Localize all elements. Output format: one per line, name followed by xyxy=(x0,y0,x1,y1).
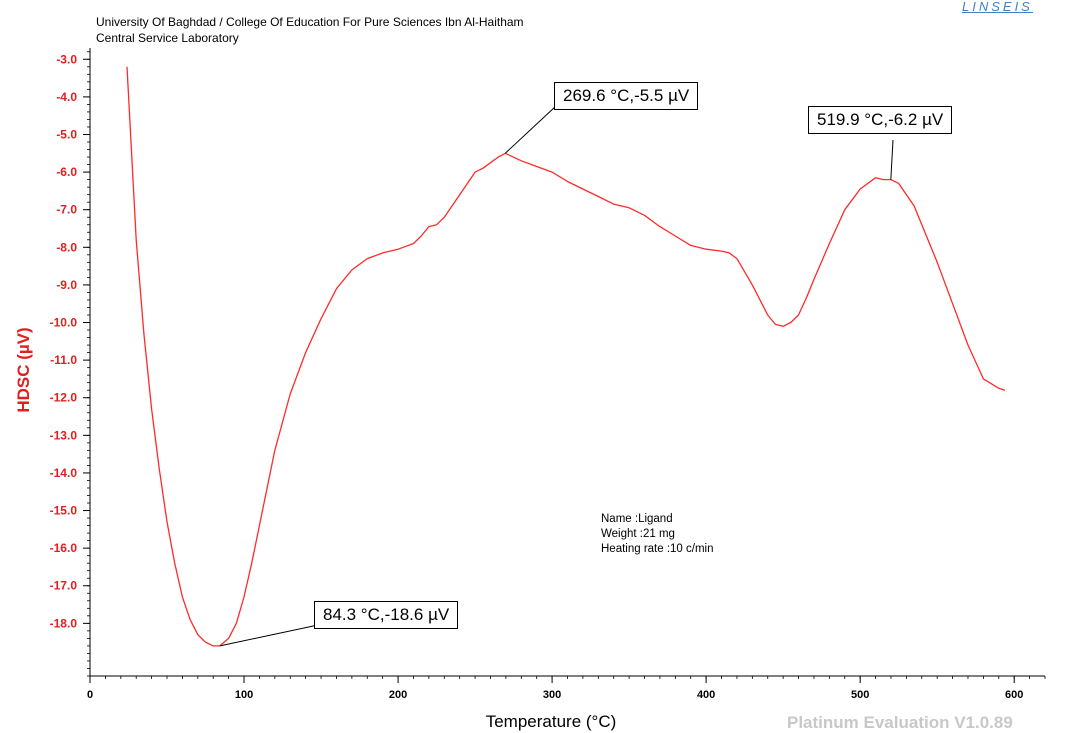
annotation-peak-1[interactable]: 269.6 °C,-5.5 µV xyxy=(554,82,699,110)
plot-area: -3.0 -4.0 -5.0 -6.0 -7.0 -8.0 -9.0 -10.0 -11.0 -1… xyxy=(14,48,1046,731)
software-version: Platinum Evaluation V1.0.89 xyxy=(787,713,1013,732)
y-tick-label: -16.0 xyxy=(50,541,78,555)
leader-line-minimum xyxy=(219,624,319,647)
heating-rate: Heating rate :10 c/min xyxy=(601,543,714,555)
x-tick-label: 0 xyxy=(87,689,93,701)
y-tick-label: -12.0 xyxy=(50,391,78,405)
leader-line-peak-2 xyxy=(890,139,894,180)
y-tick-label: -14.0 xyxy=(50,466,78,480)
y-tick-label: -4.0 xyxy=(56,90,77,104)
y-tick-label: -5.0 xyxy=(56,127,77,141)
y-tick-label: -15.0 xyxy=(50,504,78,518)
dsc-curve xyxy=(126,66,1006,647)
linseis-logo: LINSEIS xyxy=(962,0,1033,14)
y-tick-label: -10.0 xyxy=(50,316,78,330)
x-tick-label: 200 xyxy=(389,689,407,701)
y-tick-label: -7.0 xyxy=(56,203,77,217)
y-tick-label: -11.0 xyxy=(50,353,77,367)
sample-name: Name :Ligand xyxy=(601,513,673,525)
x-axis-label: Temperature (°C) xyxy=(486,712,617,731)
sample-weight: Weight :21 mg xyxy=(601,528,675,540)
y-tick-label: -13.0 xyxy=(50,428,78,442)
x-tick-label: 300 xyxy=(543,689,561,701)
y-axis-label: HDSC (µV) xyxy=(14,327,33,412)
y-tick-label: -8.0 xyxy=(56,240,77,254)
x-tick-label: 400 xyxy=(697,689,715,701)
y-tick-label: -18.0 xyxy=(50,616,78,630)
x-tick-label: 600 xyxy=(1005,689,1023,701)
header-institution: University Of Baghdad / College Of Educa… xyxy=(96,15,524,29)
header-lab: Central Service Laboratory xyxy=(96,31,239,45)
y-tick-label: -17.0 xyxy=(50,579,78,593)
x-tick-label: 500 xyxy=(851,689,869,701)
annotation-minimum[interactable]: 84.3 °C,-18.6 µV xyxy=(314,601,459,629)
annotation-peak-2[interactable]: 519.9 °C,-6.2 µV xyxy=(808,106,953,134)
y-tick-label: -3.0 xyxy=(56,52,77,66)
x-tick-label: 100 xyxy=(235,689,253,701)
leader-line-peak-1 xyxy=(504,105,557,154)
sample-info: Name :Ligand Weight :21 mg Heating rate … xyxy=(601,512,714,557)
y-tick-label: -6.0 xyxy=(56,165,77,179)
y-tick-label: -9.0 xyxy=(56,278,77,292)
